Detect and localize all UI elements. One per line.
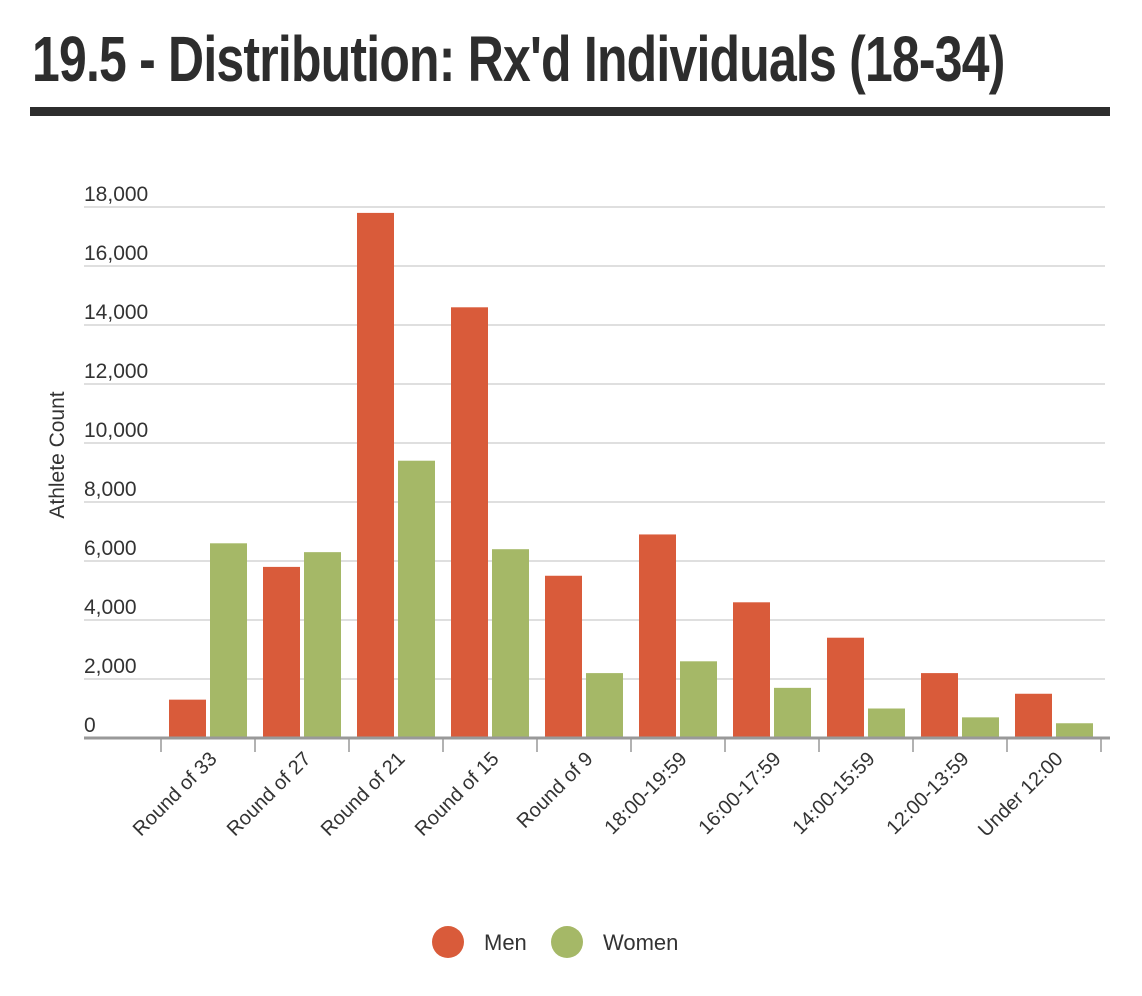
bar-men[interactable] <box>921 673 958 738</box>
y-tick-label: 14,000 <box>84 301 148 324</box>
bar-men[interactable] <box>1015 693 1052 738</box>
bar-men[interactable] <box>639 534 676 738</box>
x-tick-label: 14:00-15:59 <box>788 748 879 839</box>
bar-women[interactable] <box>962 717 999 738</box>
y-tick-label: 4,000 <box>84 596 137 619</box>
bar-men[interactable] <box>733 602 770 738</box>
bar-women[interactable] <box>774 687 811 738</box>
y-tick-label: 0 <box>84 714 96 737</box>
title-rule <box>30 107 1110 116</box>
y-tick-label: 12,000 <box>84 360 148 383</box>
bar-men[interactable] <box>827 637 864 738</box>
legend-swatch-men[interactable] <box>432 926 464 958</box>
bar-women[interactable] <box>586 673 623 738</box>
bar-men[interactable] <box>169 699 206 738</box>
bar-women[interactable] <box>210 543 247 738</box>
x-tick-label: 16:00-17:59 <box>694 748 785 839</box>
x-tick-label: Round of 27 <box>223 748 316 841</box>
x-tick-label: Round of 15 <box>411 748 504 841</box>
x-tick-label: Round of 9 <box>513 748 598 833</box>
bar-women[interactable] <box>680 661 717 738</box>
y-tick-label: 8,000 <box>84 478 137 501</box>
bar-women[interactable] <box>868 708 905 739</box>
bar-women[interactable] <box>304 552 341 738</box>
chart-title: 19.5 - Distribution: Rx'd Individuals (1… <box>32 23 1005 95</box>
legend-label-women[interactable]: Women <box>603 930 678 955</box>
y-tick-label: 10,000 <box>84 419 148 442</box>
y-tick-label: 2,000 <box>84 655 137 678</box>
x-tick-label: Round of 33 <box>129 748 222 841</box>
x-tick-label: 18:00-19:59 <box>600 748 691 839</box>
legend-label-men[interactable]: Men <box>484 930 527 955</box>
y-tick-label: 16,000 <box>84 242 148 265</box>
y-tick-label: 6,000 <box>84 537 137 560</box>
x-tick-label: Under 12:00 <box>974 748 1067 841</box>
bar-men[interactable] <box>357 212 394 738</box>
y-axis-ticks: 0 2,000 4,000 6,000 8,000 10,000 12,000 14,000 1… <box>84 183 148 737</box>
legend-swatch-women[interactable] <box>551 926 583 958</box>
x-axis: Round of 33 Round of 27 Round of 21 Round o… <box>84 736 1110 841</box>
bar-women[interactable] <box>492 549 529 738</box>
bar-women[interactable] <box>1056 723 1093 738</box>
legend: Men Women <box>432 926 678 958</box>
bar-men[interactable] <box>451 307 488 738</box>
y-tick-label: 18,000 <box>84 183 148 206</box>
bars <box>169 212 1093 739</box>
x-tick-label: Round of 21 <box>317 748 410 841</box>
bar-women[interactable] <box>398 460 435 738</box>
x-tick-label: 12:00-13:59 <box>882 748 973 839</box>
bar-men[interactable] <box>263 566 300 738</box>
bar-men[interactable] <box>545 575 582 738</box>
y-axis-title: Athlete Count <box>46 391 69 518</box>
